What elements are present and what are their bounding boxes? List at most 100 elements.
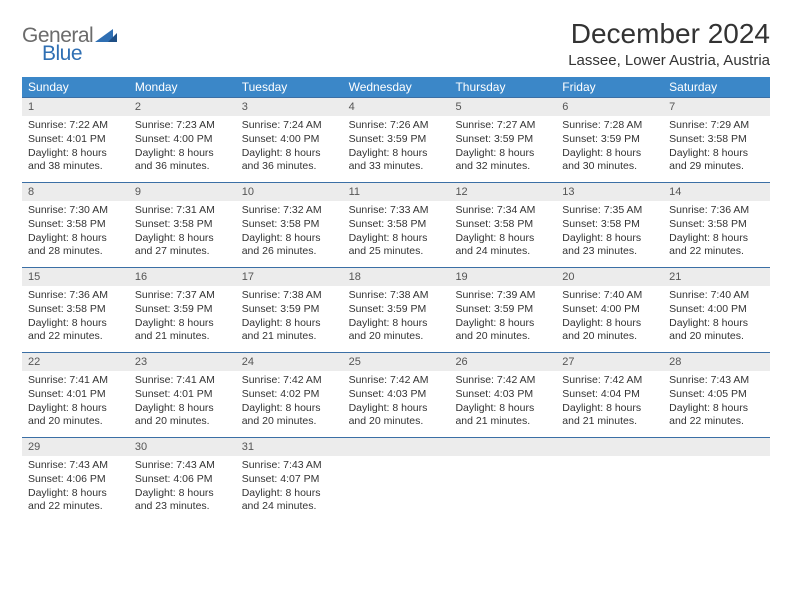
daylight-line: Daylight: 8 hours and 23 minutes. xyxy=(135,487,230,514)
day-cell: 28Sunrise: 7:43 AMSunset: 4:05 PMDayligh… xyxy=(663,353,770,437)
day-content: Sunrise: 7:43 AMSunset: 4:05 PMDaylight:… xyxy=(663,371,770,435)
sunset-line: Sunset: 3:58 PM xyxy=(135,218,230,232)
day-content: Sunrise: 7:37 AMSunset: 3:59 PMDaylight:… xyxy=(129,286,236,350)
sunrise-line: Sunrise: 7:36 AM xyxy=(28,289,123,303)
day-cell: 9Sunrise: 7:31 AMSunset: 3:58 PMDaylight… xyxy=(129,183,236,267)
day-content: Sunrise: 7:39 AMSunset: 3:59 PMDaylight:… xyxy=(449,286,556,350)
week-row: 29Sunrise: 7:43 AMSunset: 4:06 PMDayligh… xyxy=(22,437,770,522)
day-content: Sunrise: 7:38 AMSunset: 3:59 PMDaylight:… xyxy=(343,286,450,350)
daylight-line: Daylight: 8 hours and 28 minutes. xyxy=(28,232,123,259)
daylight-line: Daylight: 8 hours and 22 minutes. xyxy=(669,402,764,429)
daylight-line: Daylight: 8 hours and 21 minutes. xyxy=(242,317,337,344)
logo: General Blue xyxy=(22,24,117,66)
day-number: 8 xyxy=(22,183,129,201)
daylight-line: Daylight: 8 hours and 24 minutes. xyxy=(455,232,550,259)
daylight-line: Daylight: 8 hours and 21 minutes. xyxy=(562,402,657,429)
sunset-line: Sunset: 3:58 PM xyxy=(669,133,764,147)
day-cell xyxy=(663,438,770,522)
day-number: 15 xyxy=(22,268,129,286)
sunrise-line: Sunrise: 7:27 AM xyxy=(455,119,550,133)
day-number: 2 xyxy=(129,98,236,116)
sunrise-line: Sunrise: 7:42 AM xyxy=(349,374,444,388)
daylight-line: Daylight: 8 hours and 20 minutes. xyxy=(349,402,444,429)
day-cell: 3Sunrise: 7:24 AMSunset: 4:00 PMDaylight… xyxy=(236,98,343,182)
sunset-line: Sunset: 3:59 PM xyxy=(349,133,444,147)
sunrise-line: Sunrise: 7:30 AM xyxy=(28,204,123,218)
day-cell: 26 Sunrise: 7:42 AMSunset: 4:03 PMDayligh… xyxy=(449,353,556,437)
day-number: 26 xyxy=(449,353,556,371)
day-content: Sunrise: 7:40 AMSunset: 4:00 PMDaylight:… xyxy=(663,286,770,350)
week-row: 1Sunrise: 7:22 AMSunset: 4:01 PMDaylight… xyxy=(22,97,770,182)
day-cell: 14Sunrise: 7:36 AMSunset: 3:58 PMDayligh… xyxy=(663,183,770,267)
day-cell xyxy=(449,438,556,522)
day-cell: 15 Sunrise: 7:36 AMSunset: 3:58 PMDayligh… xyxy=(22,268,129,352)
day-cell: 16Sunrise: 7:37 AMSunset: 3:59 PMDayligh… xyxy=(129,268,236,352)
sunrise-line: Sunrise: 7:23 AM xyxy=(135,119,230,133)
sunset-line: Sunset: 3:59 PM xyxy=(135,303,230,317)
sunrise-line: Sunrise: 7:24 AM xyxy=(242,119,337,133)
day-cell: 4Sunrise: 7:26 AMSunset: 3:59 PMDaylight… xyxy=(343,98,450,182)
daylight-line: Daylight: 8 hours and 22 minutes. xyxy=(28,487,123,514)
sunset-line: Sunset: 3:58 PM xyxy=(28,303,123,317)
week-row: 8Sunrise: 7:30 AMSunset: 3:58 PMDaylight… xyxy=(22,182,770,267)
sunrise-line: Sunrise: 7:28 AM xyxy=(562,119,657,133)
day-cell: 29Sunrise: 7:43 AMSunset: 4:06 PMDayligh… xyxy=(22,438,129,522)
sunrise-line: Sunrise: 7:26 AM xyxy=(349,119,444,133)
daylight-line: Daylight: 8 hours and 33 minutes. xyxy=(349,147,444,174)
day-number: 16 xyxy=(129,268,236,286)
sunset-line: Sunset: 4:04 PM xyxy=(562,388,657,402)
sunrise-line: Sunrise: 7:33 AM xyxy=(349,204,444,218)
daylight-line: Daylight: 8 hours and 20 minutes. xyxy=(455,317,550,344)
day-number: 13 xyxy=(556,183,663,201)
daylight-line: Daylight: 8 hours and 29 minutes. xyxy=(669,147,764,174)
sunrise-line: Sunrise: 7:32 AM xyxy=(242,204,337,218)
day-cell xyxy=(556,438,663,522)
day-cell: 27Sunrise: 7:42 AMSunset: 4:04 PMDayligh… xyxy=(556,353,663,437)
day-number xyxy=(343,438,450,456)
sunset-line: Sunset: 4:06 PM xyxy=(135,473,230,487)
day-number: 24 xyxy=(236,353,343,371)
day-content: Sunrise: 7:23 AMSunset: 4:00 PMDaylight:… xyxy=(129,116,236,180)
sunset-line: Sunset: 3:58 PM xyxy=(562,218,657,232)
sunset-line: Sunset: 4:06 PM xyxy=(28,473,123,487)
weekday-tue: Tuesday xyxy=(236,77,343,97)
sunset-line: Sunset: 3:58 PM xyxy=(242,218,337,232)
day-cell: 11Sunrise: 7:33 AMSunset: 3:58 PMDayligh… xyxy=(343,183,450,267)
sunset-line: Sunset: 3:59 PM xyxy=(562,133,657,147)
day-number: 31 xyxy=(236,438,343,456)
sunrise-line: Sunrise: 7:41 AM xyxy=(135,374,230,388)
day-number: 3 xyxy=(236,98,343,116)
sunrise-line: Sunrise: 7:37 AM xyxy=(135,289,230,303)
daylight-line: Daylight: 8 hours and 23 minutes. xyxy=(562,232,657,259)
day-content: Sunrise: 7:40 AMSunset: 4:00 PMDaylight:… xyxy=(556,286,663,350)
sunset-line: Sunset: 4:00 PM xyxy=(135,133,230,147)
day-number: 11 xyxy=(343,183,450,201)
sunset-line: Sunset: 3:58 PM xyxy=(669,218,764,232)
sunrise-line: Sunrise: 7:43 AM xyxy=(135,459,230,473)
day-number: 25 xyxy=(343,353,450,371)
weekday-mon: Monday xyxy=(129,77,236,97)
daylight-line: Daylight: 8 hours and 21 minutes. xyxy=(455,402,550,429)
daylight-line: Daylight: 8 hours and 36 minutes. xyxy=(242,147,337,174)
daylight-line: Daylight: 8 hours and 24 minutes. xyxy=(242,487,337,514)
day-content: Sunrise: 7:31 AMSunset: 3:58 PMDaylight:… xyxy=(129,201,236,265)
sunrise-line: Sunrise: 7:42 AM xyxy=(455,374,550,388)
daylight-line: Daylight: 8 hours and 20 minutes. xyxy=(242,402,337,429)
daylight-line: Daylight: 8 hours and 38 minutes. xyxy=(28,147,123,174)
daylight-line: Daylight: 8 hours and 22 minutes. xyxy=(669,232,764,259)
day-content: Sunrise: 7:26 AMSunset: 3:59 PMDaylight:… xyxy=(343,116,450,180)
weekday-thu: Thursday xyxy=(449,77,556,97)
day-cell: 24Sunrise: 7:42 AMSunset: 4:02 PMDayligh… xyxy=(236,353,343,437)
day-cell: 20Sunrise: 7:40 AMSunset: 4:00 PMDayligh… xyxy=(556,268,663,352)
daylight-line: Daylight: 8 hours and 22 minutes. xyxy=(28,317,123,344)
sunrise-line: Sunrise: 7:40 AM xyxy=(669,289,764,303)
calendar: Sunday Monday Tuesday Wednesday Thursday… xyxy=(22,77,770,522)
daylight-line: Daylight: 8 hours and 20 minutes. xyxy=(349,317,444,344)
day-cell: 6Sunrise: 7:28 AMSunset: 3:59 PMDaylight… xyxy=(556,98,663,182)
day-content: Sunrise: 7:43 AMSunset: 4:07 PMDaylight:… xyxy=(236,456,343,520)
sunrise-line: Sunrise: 7:39 AM xyxy=(455,289,550,303)
sunrise-line: Sunrise: 7:29 AM xyxy=(669,119,764,133)
day-number: 5 xyxy=(449,98,556,116)
day-number xyxy=(663,438,770,456)
sunset-line: Sunset: 4:03 PM xyxy=(455,388,550,402)
